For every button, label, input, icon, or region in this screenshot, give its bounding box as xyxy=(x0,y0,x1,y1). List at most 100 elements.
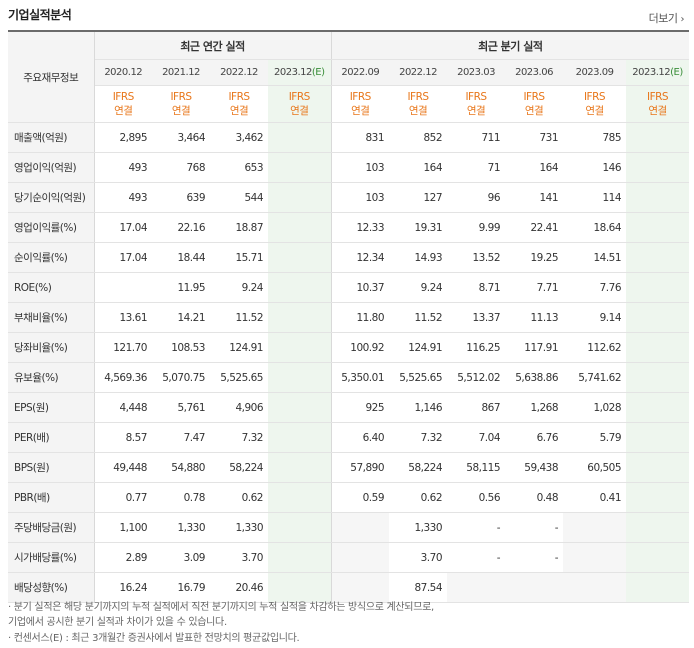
quarter-value: 58,115 xyxy=(447,452,506,483)
quarter-value: 9.14 xyxy=(563,302,627,333)
section-title: 기업실적분석 xyxy=(8,8,72,22)
annual-value: 0.78 xyxy=(152,482,210,513)
annual-value: 1,330 xyxy=(210,512,268,543)
quarter-value: 1,268 xyxy=(505,392,564,423)
quarter-value: 117.91 xyxy=(505,332,564,363)
quarter-value xyxy=(626,572,690,603)
table-row: PER(배) 8.57 7.47 7.32 6.40 7.32 7.04 6.76 5.79 xyxy=(8,422,690,453)
annual-value: 768 xyxy=(152,152,210,183)
quarter-value: 103 xyxy=(330,182,390,213)
row-label: PBR(배) xyxy=(8,482,95,513)
basis-cell: IFRS 연결 xyxy=(152,85,210,123)
table-row: ROE(%) 11.95 9.24 10.37 9.24 8.71 7.71 7.76 xyxy=(8,272,690,303)
quarter-value: 5,525.65 xyxy=(389,362,448,393)
more-link[interactable]: 더보기 › xyxy=(649,10,685,26)
quarter-value: 1,028 xyxy=(563,392,627,423)
annual-value: 3,462 xyxy=(210,122,268,153)
row-label: 당좌비율(%) xyxy=(8,332,95,363)
quarter-value xyxy=(626,242,690,273)
annual-header: 최근 연간 실적 xyxy=(94,30,332,60)
quarter-value: 785 xyxy=(563,122,627,153)
annual-value: 20.46 xyxy=(210,572,268,603)
quarter-value: 19.31 xyxy=(389,212,448,243)
annual-value: 1,100 xyxy=(94,512,152,543)
quarter-value: 146 xyxy=(563,152,627,183)
quarter-value: 114 xyxy=(563,182,627,213)
annual-value: 16.79 xyxy=(152,572,210,603)
annual-value xyxy=(268,242,332,273)
table-row: 당기순이익(억원) 493 639 544 103 127 96 141 114 xyxy=(8,182,690,213)
quarter-value: 6.76 xyxy=(505,422,564,453)
annual-value xyxy=(268,362,332,393)
quarter-value: 10.37 xyxy=(330,272,390,303)
annual-value xyxy=(268,392,332,423)
quarter-value: 831 xyxy=(330,122,390,153)
row-label: 유보율(%) xyxy=(8,362,95,393)
annual-value xyxy=(268,122,332,153)
quarter-value: 8.71 xyxy=(447,272,506,303)
annual-value: 1,330 xyxy=(152,512,210,543)
annual-value: 11.95 xyxy=(152,272,210,303)
annual-value xyxy=(268,422,332,453)
annual-value xyxy=(268,332,332,363)
annual-value: 124.91 xyxy=(210,332,268,363)
quarter-value: 141 xyxy=(505,182,564,213)
row-label: 매출액(억원) xyxy=(8,122,95,153)
annual-value: 13.61 xyxy=(94,302,152,333)
quarter-value: 116.25 xyxy=(447,332,506,363)
quarter-value: 5,638.86 xyxy=(505,362,564,393)
quarter-value: 71 xyxy=(447,152,506,183)
annual-value: 0.77 xyxy=(94,482,152,513)
table-row: PBR(배) 0.77 0.78 0.62 0.59 0.62 0.56 0.48 0.41 xyxy=(8,482,690,513)
corner-label: 주요재무정보 xyxy=(8,30,95,123)
quarter-value: 7.71 xyxy=(505,272,564,303)
quarter-value: 59,438 xyxy=(505,452,564,483)
period-quarter: 2023.03 xyxy=(447,59,506,86)
annual-value xyxy=(94,272,152,303)
row-label: 순이익률(%) xyxy=(8,242,95,273)
quarter-value: 5,741.62 xyxy=(563,362,627,393)
table-row: 매출액(억원) 2,895 3,464 3,462 831 852 711 731 785 xyxy=(8,122,690,153)
quarter-value xyxy=(626,362,690,393)
quarter-value xyxy=(626,182,690,213)
basis-cell: IFRS 연결 xyxy=(210,85,268,123)
annual-value: 121.70 xyxy=(94,332,152,363)
annual-value: 2,895 xyxy=(94,122,152,153)
annual-value: 8.57 xyxy=(94,422,152,453)
basis-cell: IFRS 연결 xyxy=(626,85,690,123)
annual-value: 5,761 xyxy=(152,392,210,423)
quarter-value xyxy=(626,122,690,153)
quarter-value: 164 xyxy=(389,152,448,183)
annual-value: 3.70 xyxy=(210,542,268,573)
period-quarter: 2023.09 xyxy=(563,59,627,86)
quarter-value: 13.52 xyxy=(447,242,506,273)
annual-value: 544 xyxy=(210,182,268,213)
basis-cell: IFRS 연결 xyxy=(447,85,506,123)
table-row: BPS(원) 49,448 54,880 58,224 57,890 58,224 58,1… xyxy=(8,452,690,483)
period-quarter: 2023.06 xyxy=(505,59,564,86)
table-row: 주당배당금(원) 1,100 1,330 1,330 1,330- - xyxy=(8,512,690,543)
annual-value xyxy=(268,302,332,333)
basis-cell: IFRS 연결 xyxy=(268,85,332,123)
annual-value: 7.32 xyxy=(210,422,268,453)
quarter-value: - xyxy=(447,512,506,543)
row-label: EPS(원) xyxy=(8,392,95,423)
quarter-value xyxy=(330,542,390,573)
quarter-value xyxy=(563,542,627,573)
quarter-value: 13.37 xyxy=(447,302,506,333)
quarter-value: 58,224 xyxy=(389,452,448,483)
quarter-value: 0.59 xyxy=(330,482,390,513)
annual-value xyxy=(268,152,332,183)
annual-value: 58,224 xyxy=(210,452,268,483)
quarter-value: 9.24 xyxy=(389,272,448,303)
quarter-value: 0.56 xyxy=(447,482,506,513)
quarter-value xyxy=(626,482,690,513)
period-quarter-estimate: 2023.12(E) xyxy=(626,59,690,86)
quarter-value: 3.70 xyxy=(389,542,448,573)
period-annual: 2022.12 xyxy=(210,59,268,86)
quarter-value: 100.92 xyxy=(330,332,390,363)
table-row: 배당성향(%) 16.24 16.79 20.46 87.54 xyxy=(8,572,690,603)
quarter-value: 87.54 xyxy=(389,572,448,603)
quarter-value: 14.93 xyxy=(389,242,448,273)
quarter-value: 19.25 xyxy=(505,242,564,273)
